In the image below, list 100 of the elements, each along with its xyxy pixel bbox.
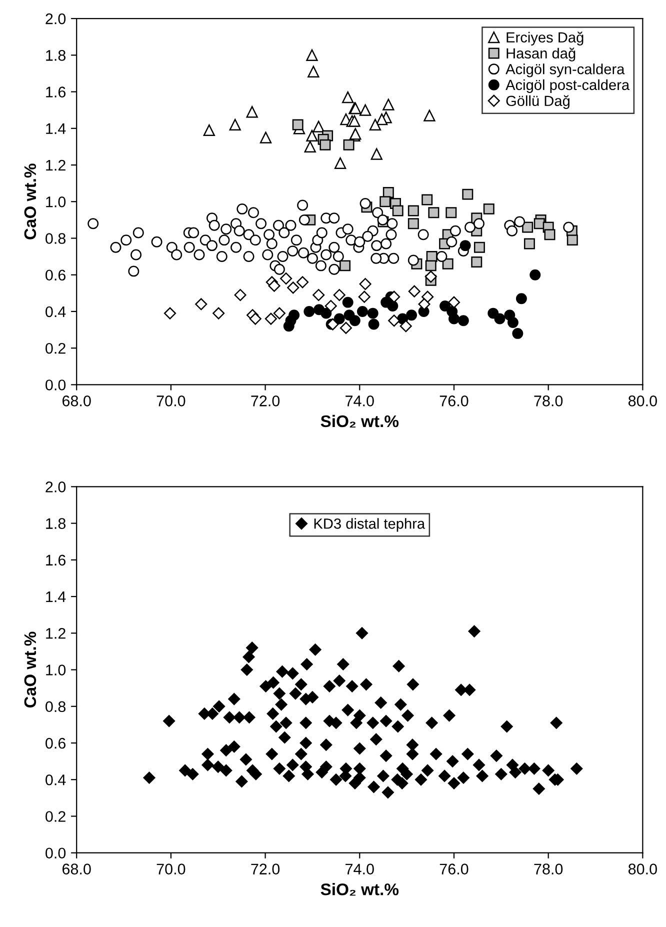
y-tick-label: 0.0 <box>46 848 66 859</box>
point <box>512 328 524 339</box>
y-tick-label: 0.8 <box>46 701 66 712</box>
y-axis-title: CaO wt.% <box>24 632 36 708</box>
point <box>273 307 286 320</box>
y-tick-label: 0.2 <box>46 811 66 822</box>
point <box>376 113 388 126</box>
point <box>544 229 556 240</box>
legend-label: Acigöl syn-caldera <box>506 64 625 78</box>
point <box>349 315 360 326</box>
point <box>249 312 262 325</box>
x-tick-label: 68.0 <box>62 864 91 874</box>
point <box>516 293 527 304</box>
point <box>292 119 304 130</box>
x-tick-label: 70.0 <box>156 396 186 406</box>
x-tick-label: 76.0 <box>440 396 468 406</box>
point <box>507 316 518 328</box>
point <box>312 288 325 302</box>
y-tick-label: 2.0 <box>46 13 66 24</box>
point <box>368 318 380 330</box>
y-tick-label: 0.6 <box>46 270 66 281</box>
point <box>428 207 440 218</box>
point <box>234 288 246 302</box>
point <box>306 130 318 142</box>
x-tick-label: 74.0 <box>346 864 374 874</box>
point <box>471 256 482 268</box>
point <box>425 260 436 272</box>
y-tick-label: 1.8 <box>46 50 66 61</box>
point <box>408 285 420 298</box>
point <box>388 290 400 303</box>
x-axis-title: SiO₂ wt.% <box>320 883 399 896</box>
point <box>268 280 280 292</box>
point <box>164 307 176 320</box>
point <box>400 320 412 332</box>
point <box>340 260 350 272</box>
y-tick-label: 0.4 <box>46 306 66 318</box>
point <box>333 288 346 302</box>
point <box>306 49 318 61</box>
point <box>408 205 419 216</box>
point <box>287 282 300 294</box>
point <box>387 300 398 312</box>
legend-label: Acigöl post-caldera <box>506 79 630 93</box>
point <box>474 242 485 253</box>
point <box>334 157 346 170</box>
point <box>324 300 337 312</box>
y-tick-label: 1.0 <box>46 664 66 676</box>
point <box>367 308 378 319</box>
point <box>340 322 352 334</box>
point <box>440 300 451 312</box>
point <box>359 104 372 116</box>
point <box>195 298 208 310</box>
point <box>246 106 258 118</box>
point <box>288 310 300 321</box>
y-tick-label: 1.6 <box>46 554 66 566</box>
legend-label: Göllü Dağ <box>506 95 570 109</box>
x-tick-label: 80.0 <box>628 864 657 874</box>
point <box>422 194 433 206</box>
x-tick-label: 80.0 <box>628 396 657 406</box>
x-tick-label: 72.0 <box>251 396 280 406</box>
point <box>460 240 471 252</box>
y-axis-title: CaO wt.% <box>24 164 36 240</box>
point <box>334 313 345 324</box>
x-tick-label: 68.0 <box>62 396 91 406</box>
point <box>229 118 241 131</box>
point <box>446 207 457 218</box>
point <box>348 115 360 127</box>
point <box>260 132 272 144</box>
point <box>442 258 454 270</box>
point <box>392 205 404 216</box>
y-tick-label: 2.0 <box>46 482 66 492</box>
point <box>382 98 394 110</box>
point <box>448 296 460 308</box>
y-tick-label: 1.8 <box>46 518 66 529</box>
y-tick-label: 1.4 <box>46 123 66 134</box>
point <box>304 306 315 317</box>
point <box>494 313 506 324</box>
y-tick-label: 1.0 <box>46 196 66 208</box>
point <box>304 140 316 153</box>
point <box>342 91 354 104</box>
point <box>458 315 469 326</box>
point <box>369 118 382 131</box>
point <box>264 312 277 325</box>
point <box>524 238 535 250</box>
point <box>370 148 382 160</box>
x-axis-title: SiO₂ wt.% <box>320 414 399 428</box>
point <box>320 308 332 319</box>
point <box>424 110 436 122</box>
point <box>422 290 434 303</box>
point <box>408 218 419 230</box>
x-tick-label: 74.0 <box>346 396 374 406</box>
point <box>283 320 294 332</box>
point <box>203 124 215 136</box>
point <box>418 298 430 310</box>
y-tick-label: 0.6 <box>46 738 66 749</box>
x-tick-label: 78.0 <box>534 864 563 874</box>
point <box>566 234 578 246</box>
point <box>358 290 370 303</box>
y-tick-label: 0.8 <box>46 233 66 244</box>
y-tick-label: 1.2 <box>46 160 66 171</box>
point <box>280 272 292 285</box>
